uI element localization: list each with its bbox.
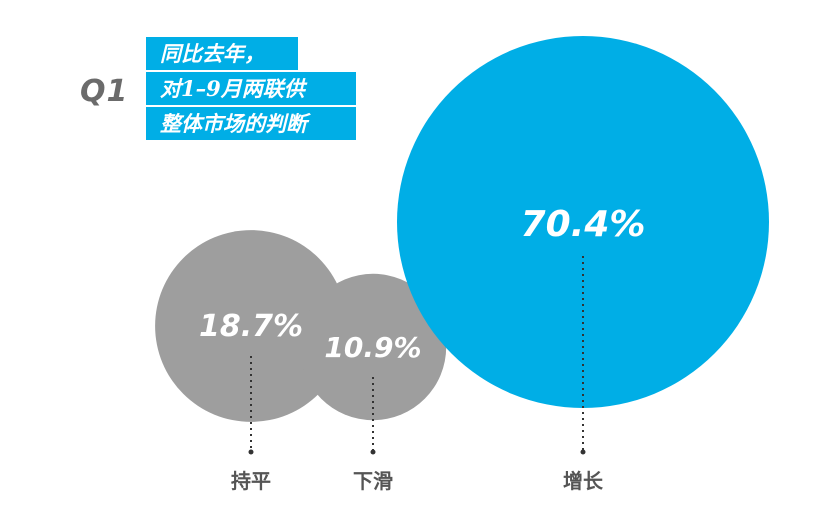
bubble-growth: [397, 36, 769, 408]
category-label-growth: 增长: [563, 469, 604, 493]
value-label-decline: 10.9%: [324, 331, 421, 364]
leader-dot-flat: [248, 449, 254, 455]
category-label-flat: 持平: [231, 469, 271, 493]
category-label-decline: 下滑: [353, 469, 393, 493]
value-label-growth: 70.4%: [521, 204, 646, 245]
title-line-1: 同比去年，: [146, 37, 298, 70]
title-line-3: 整体市场的判断: [146, 107, 356, 140]
bubble-flat: [155, 230, 347, 422]
question-number: Q1: [80, 74, 129, 109]
bubble-decline: [299, 273, 447, 421]
title-line-2: 对1–9月两联供: [146, 72, 356, 105]
leader-dot-growth: [580, 449, 586, 455]
value-label-flat: 18.7%: [199, 309, 303, 344]
leader-dot-decline: [370, 449, 376, 455]
